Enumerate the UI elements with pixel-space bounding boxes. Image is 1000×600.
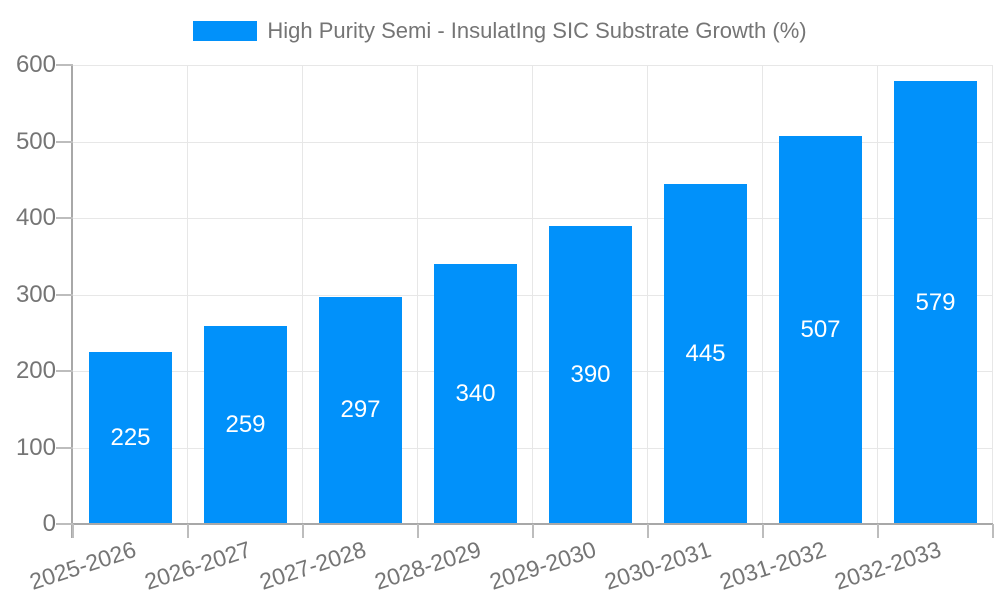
bar-value-label: 340 xyxy=(455,379,496,407)
x-tick-mark xyxy=(302,524,304,538)
bar-2030-2031[interactable]: 445 xyxy=(664,183,747,524)
x-tick-mark xyxy=(992,524,994,538)
x-tick-label: 2029-2030 xyxy=(485,536,599,595)
x-tick-mark xyxy=(877,524,879,538)
x-tick-label: 2027-2028 xyxy=(255,536,369,595)
bar-value-label: 507 xyxy=(800,316,841,344)
bar-value-label: 445 xyxy=(685,339,726,367)
x-tick-mark xyxy=(187,524,189,538)
v-gridline xyxy=(877,65,878,524)
x-tick-mark xyxy=(417,524,419,538)
y-axis-line xyxy=(71,65,73,538)
y-tick-label: 100 xyxy=(15,433,56,461)
v-gridline xyxy=(532,65,533,524)
bar-2029-2030[interactable]: 390 xyxy=(549,225,632,524)
bar-2028-2029[interactable]: 340 xyxy=(434,263,517,524)
h-gridline xyxy=(73,294,993,296)
bar-2026-2027[interactable]: 259 xyxy=(204,325,287,524)
h-gridline xyxy=(73,371,993,372)
v-gridline xyxy=(187,65,188,524)
chart-title: High Purity Semi - InsulatIng SIC Substr… xyxy=(267,18,807,43)
y-tick-label: 500 xyxy=(15,127,56,155)
bar-value-label: 225 xyxy=(110,423,151,451)
x-tick-mark xyxy=(647,524,649,538)
v-gridline xyxy=(647,65,648,524)
bar-2027-2028[interactable]: 297 xyxy=(319,296,402,524)
y-tick-mark xyxy=(56,64,73,66)
x-tick-label: 2028-2029 xyxy=(370,536,484,595)
y-tick-mark xyxy=(56,446,73,449)
y-tick-label: 300 xyxy=(15,280,56,308)
plot-area: 225 259 297 340 390 445 507 579 xyxy=(73,65,993,524)
bar-2032-2033[interactable]: 579 xyxy=(894,81,977,524)
legend-item[interactable]: High Purity Semi - InsulatIng SIC Substr… xyxy=(0,16,1000,46)
y-tick-mark xyxy=(56,293,73,296)
bar-value-label: 579 xyxy=(915,288,956,316)
v-gridline xyxy=(762,65,763,524)
x-tick-mark xyxy=(762,524,764,538)
bar-value-label: 297 xyxy=(340,396,381,424)
v-gridline xyxy=(302,65,303,524)
y-tick-mark xyxy=(56,370,73,372)
h-gridline xyxy=(73,447,993,449)
x-tick-mark xyxy=(72,524,74,538)
x-tick-label: 2030-2031 xyxy=(600,536,714,595)
y-tick-label: 400 xyxy=(15,204,56,231)
legend-swatch-icon xyxy=(193,21,258,41)
bar-2031-2032[interactable]: 507 xyxy=(779,136,862,524)
y-tick-label: 0 xyxy=(42,510,56,537)
y-tick-label: 200 xyxy=(15,357,56,384)
x-tick-label: 2025-2026 xyxy=(25,536,139,595)
x-tick-label: 2031-2032 xyxy=(715,536,829,595)
x-tick-label: 2032-2033 xyxy=(830,536,944,595)
h-gridline xyxy=(73,218,993,219)
v-gridline xyxy=(992,65,993,524)
y-tick-mark xyxy=(56,523,73,525)
v-gridline xyxy=(417,65,418,524)
bar-2025-2026[interactable]: 225 xyxy=(89,351,172,524)
x-tick-label: 2026-2027 xyxy=(140,536,254,595)
x-tick-mark xyxy=(532,524,534,538)
bar-value-label: 259 xyxy=(225,410,266,438)
y-tick-label: 600 xyxy=(15,51,56,78)
y-tick-mark xyxy=(56,217,73,219)
h-gridline xyxy=(73,141,993,143)
bar-value-label: 390 xyxy=(570,360,611,388)
h-gridline xyxy=(73,65,993,66)
y-tick-mark xyxy=(56,140,73,143)
